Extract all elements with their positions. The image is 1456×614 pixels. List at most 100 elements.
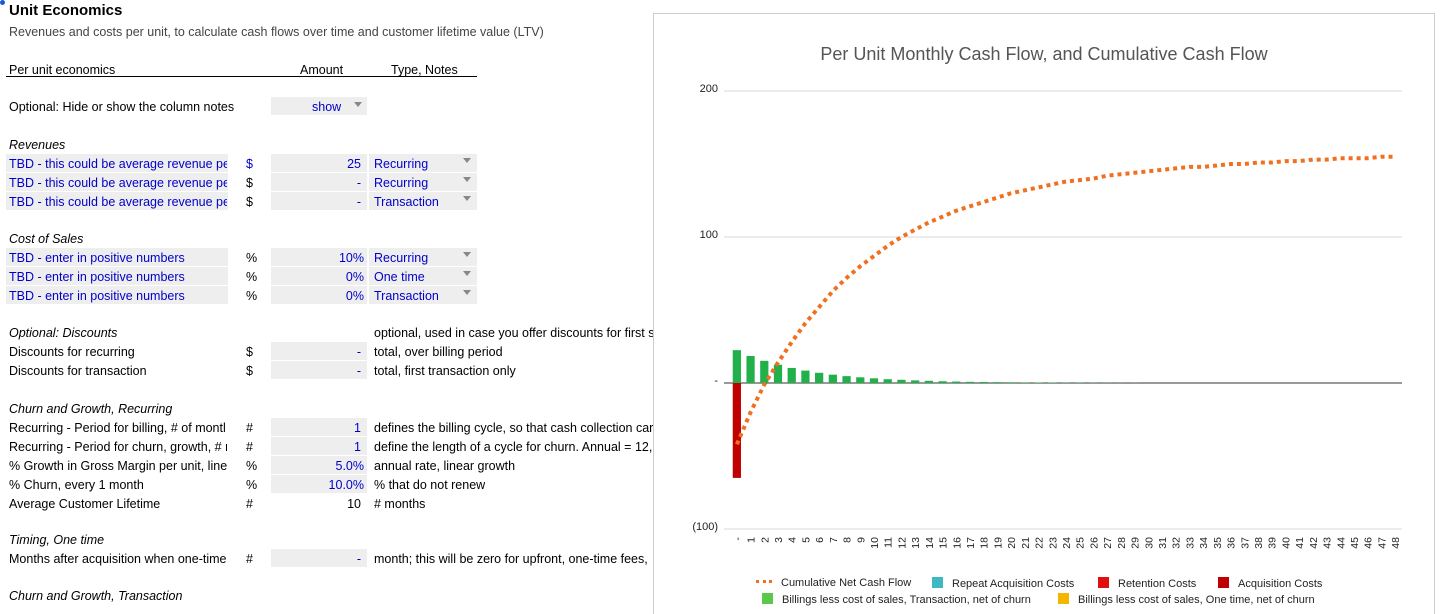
bar-billings-less-cost-of-sales-recurring-net-of-churn xyxy=(952,382,960,383)
cell-cursor-indicator xyxy=(0,0,5,5)
bar-billings-less-cost-of-sales-recurring-net-of-churn xyxy=(966,382,974,383)
section-heading-discounts: Optional: Discounts xyxy=(9,324,117,342)
section-heading-cost-of-sales: Cost of Sales xyxy=(9,230,83,248)
revenue-row-3-type[interactable]: Transaction xyxy=(374,193,439,211)
bar-billings-less-cost-of-sales-recurring-net-of-churn xyxy=(911,380,919,383)
churn-row-2-note: define the length of a cycle for churn. … xyxy=(374,438,655,456)
revenue-row-2-type[interactable]: Recurring xyxy=(374,174,428,192)
revenue-row-1-amount[interactable]: 25 xyxy=(271,155,361,173)
cost-row-2-unit: % xyxy=(246,268,257,286)
x-tick-label: 39 xyxy=(1267,537,1279,549)
legend-label: Billings less cost of sales, One time, n… xyxy=(1078,594,1315,606)
x-tick-label: 31 xyxy=(1157,537,1169,549)
revenue-row-2-amount[interactable]: - xyxy=(271,174,361,192)
churn-row-4-amount[interactable]: 10.0% xyxy=(271,476,364,494)
x-tick-label: 42 xyxy=(1308,537,1320,549)
bar-billings-less-cost-of-sales-recurring-net-of-churn xyxy=(842,376,850,383)
chevron-down-icon[interactable] xyxy=(463,271,471,276)
x-tick-label: 33 xyxy=(1184,537,1196,549)
churn-row-2-amount[interactable]: 1 xyxy=(271,438,361,456)
cost-row-3-type[interactable]: Transaction xyxy=(374,287,439,305)
timing-row-1-label: Months after acquisition when one-time xyxy=(9,550,227,568)
cost-row-2-type[interactable]: One time xyxy=(374,268,425,286)
bar-billings-less-cost-of-sales-recurring-net-of-churn xyxy=(897,380,905,383)
bar-billings-less-cost-of-sales-recurring-net-of-churn xyxy=(746,356,754,383)
bar-billings-less-cost-of-sales-recurring-net-of-churn xyxy=(980,382,988,383)
cash-flow-chart[interactable]: Per Unit Monthly Cash Flow, and Cumulati… xyxy=(653,13,1435,614)
section-heading-churn-recurring: Churn and Growth, Recurring xyxy=(9,400,172,418)
x-tick-label: 41 xyxy=(1294,537,1306,549)
legend-item[interactable]: Cumulative Net Cash Flow xyxy=(756,577,911,589)
discount-row-2-amount[interactable]: - xyxy=(271,362,361,380)
churn-row-1-amount[interactable]: 1 xyxy=(271,419,361,437)
optional-notes-value[interactable]: show xyxy=(312,98,341,116)
cost-row-3-label[interactable]: TBD - enter in positive numbers xyxy=(9,287,185,305)
revenue-row-1-type[interactable]: Recurring xyxy=(374,155,428,173)
legend-item[interactable]: Billings less cost of sales, Transaction… xyxy=(762,593,1031,606)
legend-swatch xyxy=(1058,593,1069,604)
cost-row-1-type[interactable]: Recurring xyxy=(374,249,428,267)
x-tick-label: 28 xyxy=(1116,537,1128,549)
discount-row-1-label: Discounts for recurring xyxy=(9,343,135,361)
chevron-down-icon[interactable] xyxy=(463,290,471,295)
discount-row-2-label: Discounts for transaction xyxy=(9,362,147,380)
x-tick-label: 16 xyxy=(951,537,963,549)
revenue-row-3-amount[interactable]: - xyxy=(271,193,361,211)
x-tick-label: 21 xyxy=(1020,537,1032,549)
revenue-row-2-label[interactable]: TBD - this could be average revenue pe xyxy=(9,174,227,192)
chevron-down-icon[interactable] xyxy=(463,252,471,257)
bar-billings-less-cost-of-sales-recurring-net-of-churn xyxy=(801,371,809,383)
spreadsheet: Unit Economics Revenues and costs per un… xyxy=(0,0,655,603)
churn-row-1-label: Recurring - Period for billing, # of mon… xyxy=(9,419,227,437)
x-tick-label: 8 xyxy=(842,537,854,543)
churn-row-2-label: Recurring - Period for churn, growth, # … xyxy=(9,438,227,456)
legend-swatch xyxy=(1218,577,1229,588)
y-tick-label: - xyxy=(678,375,718,387)
legend-item[interactable]: Billings less cost of sales, One time, n… xyxy=(1058,593,1315,606)
section-heading-revenues: Revenues xyxy=(9,136,65,154)
revenue-row-1-label[interactable]: TBD - this could be average revenue pe xyxy=(9,155,227,173)
x-tick-label: 10 xyxy=(869,537,881,549)
chevron-down-icon[interactable] xyxy=(463,158,471,163)
timing-row-1-amount[interactable]: - xyxy=(271,550,361,568)
x-tick-label: 40 xyxy=(1280,537,1292,549)
discount-row-1-amount[interactable]: - xyxy=(271,343,361,361)
churn-row-1-unit: # xyxy=(246,419,253,437)
revenue-row-3-label[interactable]: TBD - this could be average revenue pe xyxy=(9,193,227,211)
chevron-down-icon[interactable] xyxy=(463,196,471,201)
cost-row-1-label[interactable]: TBD - enter in positive numbers xyxy=(9,249,185,267)
legend-label: Acquisition Costs xyxy=(1238,578,1322,590)
x-tick-label: 44 xyxy=(1335,537,1347,549)
x-tick-label: 14 xyxy=(924,537,936,549)
x-tick-label: 29 xyxy=(1130,537,1142,549)
legend-item[interactable]: Repeat Acquisition Costs xyxy=(932,577,1074,590)
churn-row-3-amount[interactable]: 5.0% xyxy=(271,457,364,475)
cumulative-net-cash-flow-line xyxy=(737,157,1395,445)
legend-label: Retention Costs xyxy=(1118,578,1196,590)
bar-billings-less-cost-of-sales-recurring-net-of-churn xyxy=(733,350,741,383)
header-divider xyxy=(6,76,477,77)
timing-row-1-note: month; this will be zero for upfront, on… xyxy=(374,550,655,568)
x-tick-label: 27 xyxy=(1102,537,1114,549)
x-tick-label: 37 xyxy=(1239,537,1251,549)
bar-billings-less-cost-of-sales-recurring-net-of-churn xyxy=(856,377,864,383)
cost-row-3-amount[interactable]: 0% xyxy=(271,287,364,305)
x-tick-label: 32 xyxy=(1171,537,1183,549)
x-tick-label: 3 xyxy=(773,537,785,543)
legend-item[interactable]: Acquisition Costs xyxy=(1218,577,1322,590)
bar-billings-less-cost-of-sales-recurring-net-of-churn xyxy=(815,373,823,383)
cost-row-1-amount[interactable]: 10% xyxy=(271,249,364,267)
legend-item[interactable]: Retention Costs xyxy=(1098,577,1196,590)
x-tick-label: 7 xyxy=(828,537,840,543)
chevron-down-icon[interactable] xyxy=(354,102,362,107)
x-tick-label: 43 xyxy=(1322,537,1334,549)
revenue-row-1-unit: $ xyxy=(246,155,253,173)
x-tick-label: 12 xyxy=(896,537,908,549)
cost-row-2-label[interactable]: TBD - enter in positive numbers xyxy=(9,268,185,286)
cost-row-2-amount[interactable]: 0% xyxy=(271,268,364,286)
x-tick-label: 30 xyxy=(1143,537,1155,549)
chevron-down-icon[interactable] xyxy=(463,177,471,182)
legend-swatch xyxy=(1098,577,1109,588)
x-tick-label: 5 xyxy=(800,537,812,543)
